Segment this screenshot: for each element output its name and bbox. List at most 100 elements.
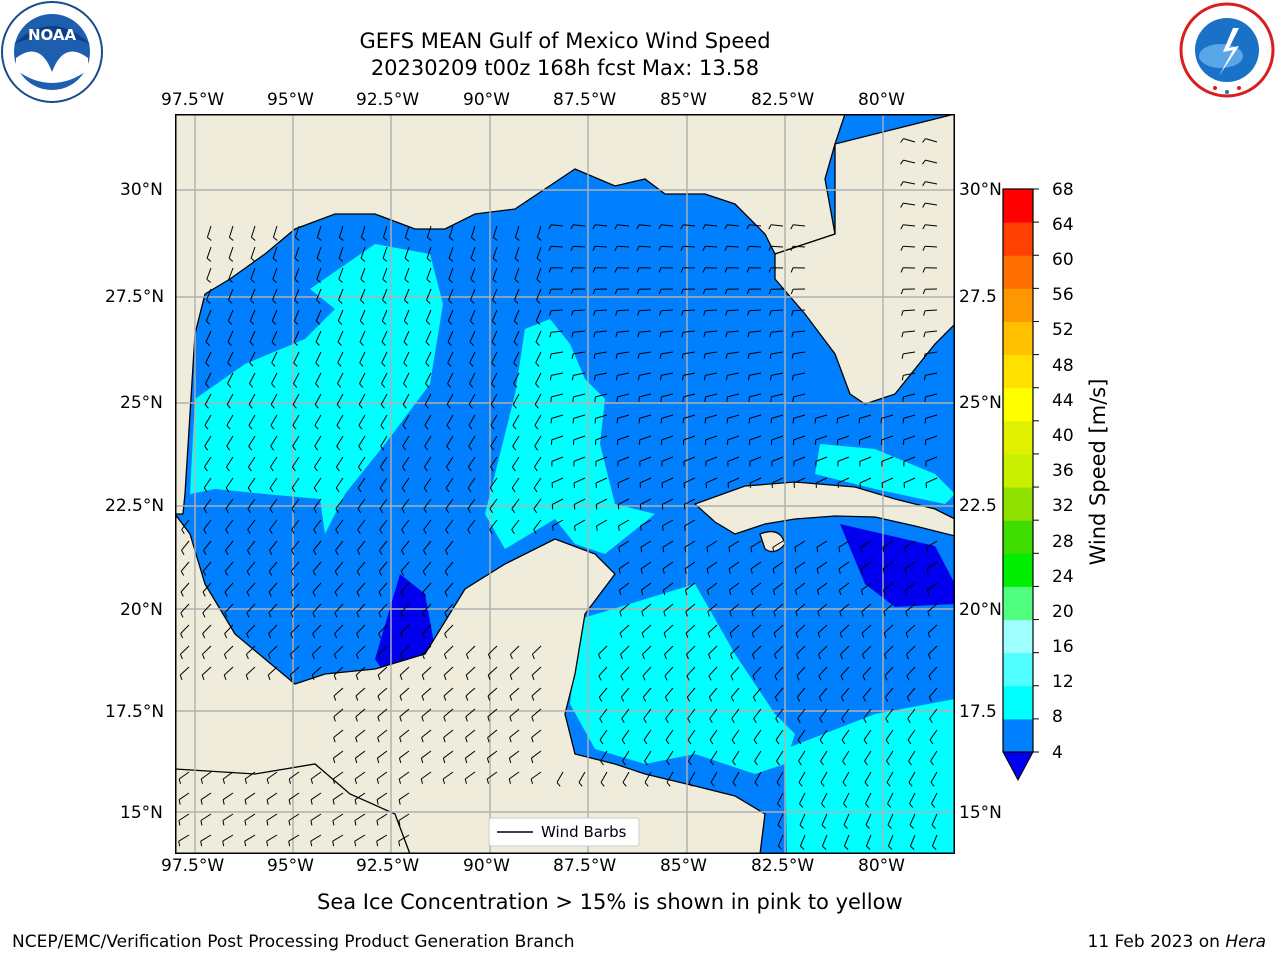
wind-barb-flag: [662, 568, 665, 574]
wind-barb-flag: [885, 739, 890, 745]
wind-barb-flag: [206, 257, 212, 262]
colorbar-title: Wind Speed [m/s]: [1086, 378, 1110, 566]
wind-barb-staff: [291, 498, 300, 509]
wind-barb-staff: [403, 330, 410, 343]
wind-barb-staff: [771, 330, 784, 333]
chart-subtitle: 20230209 t00z 168h fcst Max: 13.58: [370, 56, 760, 80]
colorbar-segment: [1003, 288, 1033, 322]
wind-barb-flag: [204, 445, 209, 451]
wind-barb-staff: [620, 666, 630, 677]
wind-barb-staff: [294, 288, 300, 301]
wind-barb-flag: [926, 590, 930, 596]
wind-barb-flag: [860, 590, 864, 596]
wind-barb-staff: [491, 351, 498, 364]
wind-barb-staff: [360, 288, 366, 301]
wind-barb-flag: [512, 425, 517, 430]
wind-barb-staff: [533, 456, 542, 468]
wind-barb-staff: [224, 582, 234, 593]
wind-barb-flag: [203, 508, 208, 514]
wind-barb-staff: [293, 330, 300, 343]
wind-barb-flag: [709, 718, 713, 724]
wind-barb-flag: [906, 654, 909, 660]
wind-barb-flag: [203, 466, 208, 472]
wind-barb-staff: [225, 456, 234, 468]
wind-barb-staff: [686, 666, 696, 677]
wind-barb-flag: [376, 778, 379, 784]
wind-barb-staff: [794, 561, 806, 570]
wind-barb-staff: [337, 372, 344, 384]
wind-barb-staff: [356, 561, 366, 572]
wind-barb-flag: [491, 362, 496, 367]
wind-barb-flag: [800, 845, 805, 850]
wind-barb-staff: [906, 666, 916, 677]
wind-barb-staff: [445, 456, 454, 468]
wind-barb-staff: [360, 225, 366, 238]
wind-barb-flag: [592, 245, 596, 251]
wind-barb-staff: [421, 687, 432, 697]
wind-barb-flag: [688, 760, 692, 766]
wind-barb-flag: [533, 487, 538, 493]
wind-barb-flag: [486, 778, 489, 784]
wind-barb-flag: [332, 841, 335, 847]
wind-barb-flag: [360, 278, 365, 283]
wind-barb-staff: [639, 330, 652, 333]
wind-barb-staff: [861, 603, 872, 612]
nws-logo: [1179, 2, 1275, 98]
wind-barb-staff: [248, 435, 256, 447]
wind-barb-staff: [401, 519, 410, 530]
wind-barb-flag: [205, 320, 211, 325]
wind-barb-flag: [471, 237, 476, 241]
wind-barb-flag: [313, 487, 318, 493]
wind-barb-flag: [862, 675, 866, 681]
wind-barb-staff: [728, 561, 740, 570]
wind-barb-staff: [205, 330, 212, 343]
colorbar-tick-label: 28: [1052, 532, 1074, 552]
wind-barb-staff: [925, 435, 938, 441]
wind-barb-staff: [178, 792, 190, 801]
wind-barb-staff: [843, 792, 850, 804]
wind-barb-flag: [776, 760, 780, 766]
wind-barb-flag: [660, 396, 662, 402]
wind-barb-staff: [313, 477, 322, 489]
wind-barb-flag: [378, 612, 382, 618]
wind-barb-staff: [465, 750, 476, 759]
wind-barb-flag: [663, 611, 666, 617]
wind-barb-staff: [310, 771, 322, 780]
wind-barb-staff: [294, 267, 300, 280]
wind-barb-flag: [269, 529, 273, 535]
wind-barb-staff: [776, 750, 784, 762]
wind-barb-flag: [335, 529, 339, 535]
wind-barb-flag: [884, 654, 887, 660]
wind-barb-staff: [442, 771, 454, 780]
wind-barb-flag: [443, 674, 447, 680]
wind-barb-flag: [355, 716, 358, 722]
wind-barb-flag: [317, 237, 322, 241]
wind-barb-flag: [617, 504, 620, 510]
wind-barb-staff: [291, 540, 300, 551]
wind-barb-flag: [267, 674, 271, 680]
wind-barb-staff: [354, 792, 366, 801]
wind-barb-flag: [796, 696, 801, 702]
wind-barb-staff: [821, 834, 828, 847]
wind-barb-flag: [688, 782, 693, 787]
wind-barb-flag: [907, 718, 911, 724]
wind-barb-staff: [360, 267, 366, 280]
wind-barb-staff: [403, 372, 410, 384]
wind-barb-flag: [822, 845, 827, 850]
wind-barb-flag: [448, 299, 453, 304]
wind-barb-staff: [774, 687, 784, 698]
wind-barb-flag: [380, 445, 385, 451]
wind-barb-staff: [334, 561, 344, 572]
wind-barb-staff: [793, 477, 806, 484]
wind-barb-flag: [312, 612, 316, 618]
wind-barb-flag: [596, 525, 598, 531]
wind-barb-flag: [314, 445, 319, 451]
wind-barb-staff: [751, 624, 762, 634]
wind-barb-flag: [229, 237, 234, 241]
wind-barb-flag: [818, 675, 822, 681]
wind-barb-staff: [903, 351, 916, 355]
wind-barb-flag: [768, 224, 772, 230]
wind-barb-staff: [179, 666, 190, 676]
wind-barb-flag: [790, 245, 794, 251]
wind-barb-flag: [403, 320, 409, 325]
